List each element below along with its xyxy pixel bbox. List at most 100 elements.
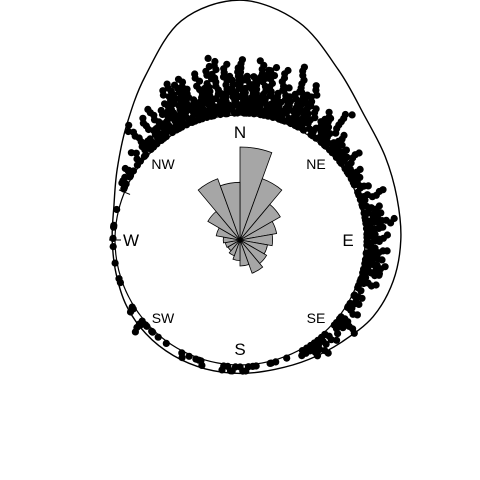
- data-point: [131, 328, 139, 336]
- direction-label-w: W: [123, 231, 139, 250]
- data-point: [379, 223, 387, 231]
- direction-label-ne: NE: [306, 156, 325, 172]
- data-point: [272, 64, 281, 72]
- rose-wedge: [197, 178, 241, 241]
- data-point: [159, 87, 167, 95]
- data-point: [109, 243, 117, 251]
- data-point: [171, 81, 179, 89]
- data-point: [355, 191, 363, 199]
- data-point: [375, 237, 383, 245]
- data-point: [195, 356, 203, 364]
- rose-wedge: [239, 146, 273, 241]
- data-point: [161, 100, 169, 108]
- data-point: [298, 352, 306, 360]
- rose-wedge: [219, 181, 241, 241]
- data-point: [223, 60, 231, 68]
- data-point: [341, 110, 349, 119]
- data-point: [252, 362, 260, 370]
- data-point: [364, 182, 372, 190]
- density-curve: [111, 0, 402, 375]
- data-point: [375, 271, 383, 279]
- data-point: [358, 294, 366, 302]
- data-point: [383, 247, 391, 255]
- data-point: [272, 358, 280, 366]
- data-point: [355, 149, 363, 157]
- data-point: [312, 105, 320, 113]
- data-point: [178, 354, 186, 362]
- data-point: [144, 105, 152, 113]
- data-point: [159, 120, 167, 128]
- data-point: [372, 281, 380, 289]
- data-point: [162, 339, 170, 347]
- direction-label-sw: SW: [152, 310, 175, 326]
- data-point: [267, 92, 275, 100]
- data-point: [390, 214, 398, 223]
- rose-wedge: [239, 239, 264, 274]
- data-point: [115, 275, 123, 283]
- data-point: [308, 126, 316, 134]
- data-point: [242, 367, 250, 375]
- data-point: [307, 93, 315, 101]
- data-point: [284, 66, 292, 75]
- data-point: [322, 340, 330, 348]
- data-point: [124, 127, 132, 136]
- data-point: [126, 308, 135, 316]
- data-point: [163, 80, 171, 88]
- data-point: [371, 244, 379, 252]
- data-point: [198, 361, 206, 369]
- data-point: [285, 84, 293, 92]
- data-point: [238, 56, 246, 64]
- data-point: [362, 274, 370, 282]
- data-point: [228, 367, 236, 375]
- data-point: [111, 259, 119, 267]
- data-point: [381, 263, 389, 271]
- data-point: [183, 85, 191, 93]
- direction-label-se: SE: [307, 310, 326, 326]
- data-point: [205, 62, 213, 71]
- data-point: [353, 311, 361, 319]
- data-point: [383, 231, 391, 239]
- data-point: [355, 281, 363, 289]
- data-point: [378, 256, 386, 264]
- data-point: [342, 146, 350, 154]
- rose-wedge: [239, 220, 278, 241]
- data-point: [361, 196, 369, 204]
- data-point: [154, 333, 162, 341]
- data-point: [218, 90, 226, 98]
- data-point: [348, 111, 356, 119]
- data-point: [333, 336, 341, 344]
- data-point: [120, 185, 128, 193]
- data-point: [343, 153, 351, 161]
- data-point: [118, 179, 126, 187]
- direction-label-s: S: [234, 340, 245, 359]
- direction-label-e: E: [342, 231, 353, 250]
- data-point: [144, 137, 152, 145]
- data-point: [265, 66, 273, 74]
- data-point: [152, 125, 160, 133]
- data-point: [195, 98, 203, 107]
- data-point: [204, 54, 212, 63]
- data-point: [143, 322, 151, 330]
- data-point: [139, 114, 147, 122]
- data-point: [379, 186, 387, 194]
- data-point: [321, 331, 329, 339]
- data-point: [185, 352, 193, 360]
- data-point: [165, 93, 173, 101]
- data-point: [325, 108, 333, 116]
- data-point: [109, 234, 117, 242]
- data-point: [211, 57, 219, 66]
- direction-label-n: N: [234, 123, 246, 142]
- data-point: [347, 159, 355, 167]
- data-point: [286, 93, 294, 101]
- data-point: [370, 255, 378, 263]
- data-point: [138, 143, 146, 151]
- data-point: [226, 72, 234, 80]
- data-point: [218, 366, 226, 374]
- data-point: [191, 70, 199, 78]
- data-point: [250, 73, 258, 81]
- rose-wedge: [239, 178, 283, 241]
- data-point: [357, 287, 365, 295]
- rose-wedge: [228, 239, 241, 257]
- data-point: [312, 82, 320, 90]
